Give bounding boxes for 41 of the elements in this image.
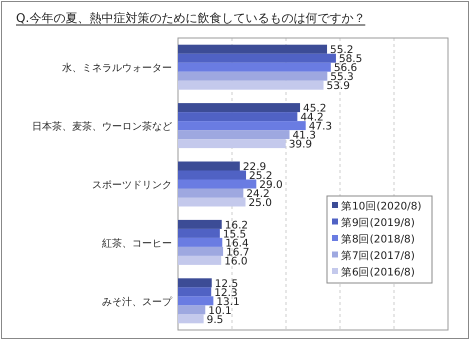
data-label: 16.0	[224, 255, 248, 268]
y-tick-label: スポーツドリンク	[92, 180, 172, 191]
bar	[178, 72, 328, 81]
bar	[178, 220, 222, 229]
legend-label: 第9回(2019/8)	[341, 217, 415, 229]
bar	[178, 296, 214, 306]
bar	[178, 62, 331, 72]
title: Q.今年の夏、熱中症対策のために飲食しているものは何ですか？	[16, 11, 366, 25]
legend-label: 第10回(2020/8)	[341, 200, 422, 212]
bar	[178, 121, 306, 130]
bar	[178, 287, 212, 296]
y-tick-label: 日本茶、麦茶、ウーロン茶など	[32, 120, 172, 133]
legend-label: 第6回(2016/8)	[341, 266, 415, 278]
bar	[178, 180, 256, 188]
bar	[178, 170, 246, 180]
bar	[178, 112, 298, 122]
legend-label: 第7回(2017/8)	[341, 250, 415, 262]
bar	[178, 80, 324, 90]
bar	[178, 305, 206, 314]
y-tick-label: 水、ミネラルウォーター	[62, 62, 172, 74]
bar	[178, 54, 336, 63]
bar	[178, 246, 224, 256]
bar	[178, 188, 244, 198]
bar	[178, 278, 212, 288]
bar	[178, 314, 204, 324]
bar	[178, 44, 328, 54]
bar	[178, 139, 286, 148]
legend-label: 第8回(2018/8)	[341, 234, 415, 246]
bar	[178, 256, 222, 265]
bar	[178, 238, 222, 247]
y-tick-label: みそ汁、スープ	[102, 296, 173, 308]
data-label: 39.9	[288, 138, 312, 151]
bar	[178, 162, 240, 170]
bar	[178, 130, 290, 140]
data-label: 25.0	[248, 197, 272, 209]
bar	[178, 228, 220, 238]
data-label: 9.5	[206, 314, 224, 326]
bar	[178, 198, 246, 206]
data-label: 53.9	[326, 80, 350, 92]
bar	[178, 103, 300, 112]
y-tick-label: 紅茶、コーヒー	[102, 237, 172, 250]
